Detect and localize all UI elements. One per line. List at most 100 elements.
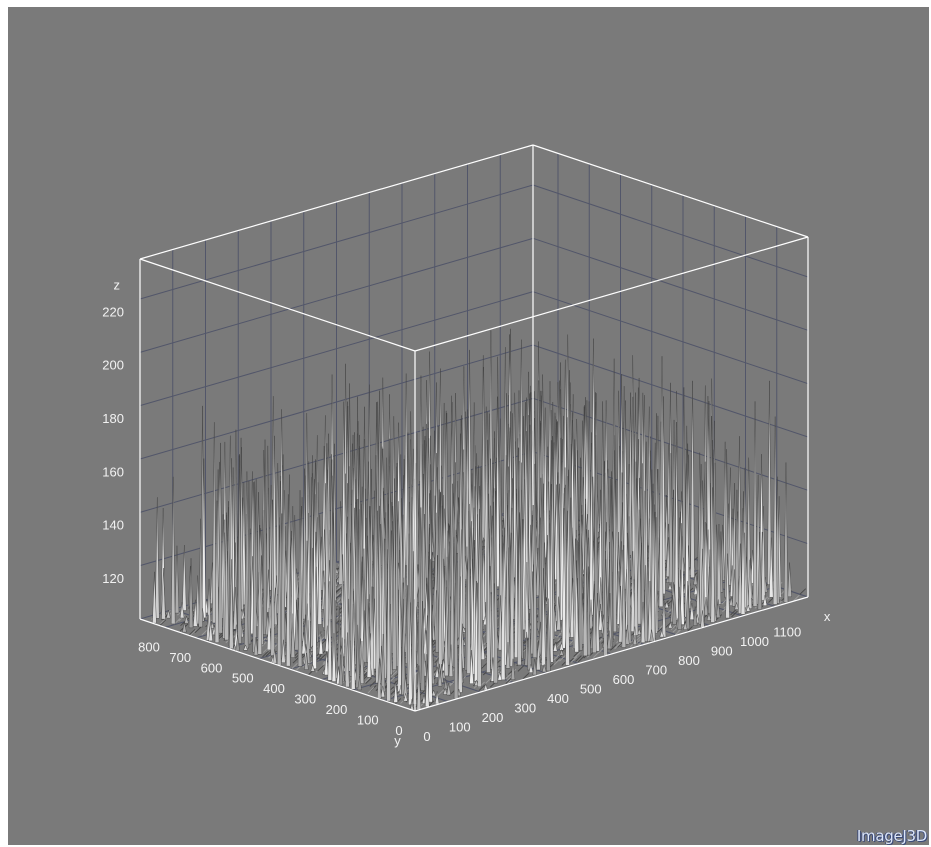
surface-texture	[793, 594, 800, 602]
surface-texture	[577, 655, 585, 663]
surface-spike	[375, 510, 380, 684]
surface-spike	[734, 601, 739, 610]
surface-spike	[305, 620, 311, 664]
surface-texture	[731, 610, 738, 618]
surface-spike	[761, 506, 766, 601]
plot-viewport[interactable]: 0 100 200 300 400 500 600 700 800 900 1000 1100 x 0 10…	[8, 7, 929, 845]
grid-line-back-yz	[532, 237, 809, 331]
surface-spike	[403, 693, 408, 702]
surface-spike	[166, 610, 171, 619]
surface-texture	[517, 665, 525, 672]
surface-spike	[359, 641, 365, 684]
surface-spike	[680, 536, 685, 625]
surface-texture	[674, 628, 682, 636]
surface-spike	[517, 512, 522, 666]
x-tick-label: 600	[613, 672, 635, 687]
surface-spike	[224, 512, 229, 641]
surface-texture	[593, 651, 600, 658]
surface-spike	[458, 576, 463, 693]
surface-spike	[498, 595, 503, 651]
surface-spike	[559, 649, 564, 656]
surface-spike	[366, 626, 372, 678]
surface-spike	[338, 501, 343, 585]
surface-spike	[310, 664, 315, 672]
surface-spike	[380, 685, 386, 698]
surface-spike	[182, 544, 187, 611]
surface-spike	[420, 601, 425, 691]
surface-spike	[286, 494, 291, 667]
surface-texture	[437, 689, 445, 696]
grid-line-back-yz	[532, 184, 809, 278]
surface-spike	[444, 586, 449, 677]
box-edge	[139, 618, 416, 712]
surface-spike	[710, 487, 715, 623]
surface-spike	[495, 396, 500, 587]
surface-spike	[618, 585, 623, 643]
surface-spike	[592, 583, 597, 654]
surface-texture	[555, 641, 563, 649]
surface-spike	[574, 560, 579, 653]
box-frame	[139, 144, 809, 712]
surface-spike	[689, 602, 695, 620]
surface-spike	[664, 600, 670, 609]
surface-spike	[728, 597, 734, 606]
surface-spike	[561, 508, 567, 649]
surface-texture	[292, 657, 300, 664]
surface-spike	[541, 663, 547, 673]
surface-spike	[703, 596, 709, 616]
surface-spike	[382, 538, 388, 679]
surface-spike	[237, 454, 242, 644]
surface-spike	[442, 687, 448, 695]
surface-spike	[659, 629, 665, 638]
surface-spike	[528, 664, 534, 673]
surface-spike	[386, 504, 391, 702]
x-axis-label: x	[824, 609, 831, 624]
surface-spike	[193, 599, 198, 627]
x-tick-label: 1100	[773, 625, 801, 640]
y-axis-label: y	[394, 733, 401, 748]
surface-spike	[757, 531, 763, 610]
surface-spike	[649, 629, 654, 642]
surface-texture	[364, 676, 372, 683]
surface-spike	[541, 568, 546, 666]
surface-spike	[179, 602, 185, 619]
surface-spike	[198, 518, 203, 628]
surface-texture	[291, 662, 299, 670]
surface-texture	[365, 677, 372, 684]
z-tick-label: 140	[102, 518, 124, 533]
surface-spike	[184, 615, 189, 624]
surface-spike	[632, 634, 638, 645]
surface-texture	[505, 677, 513, 684]
surface-spike	[297, 490, 303, 667]
surface-spike	[434, 666, 440, 678]
surface-spike	[690, 380, 695, 578]
surface-spike	[446, 683, 451, 696]
surface-spike	[636, 509, 642, 625]
x-tick-label: 400	[547, 691, 569, 706]
surface-texture	[670, 623, 678, 631]
surface-spike	[327, 581, 333, 681]
surface-spike	[693, 585, 699, 595]
surface-spike	[677, 586, 682, 630]
surface-spike	[301, 632, 306, 655]
z-axis-label: z	[114, 278, 121, 293]
surface-spike	[331, 633, 337, 682]
surface-spike	[595, 593, 600, 652]
surface-texture	[505, 672, 512, 680]
surface-texture	[522, 672, 530, 680]
surface-spike	[787, 562, 792, 598]
surface-texture	[553, 659, 560, 666]
surface-plot-3d[interactable]: 0 100 200 300 400 500 600 700 800 900 1000 1100 x 0 10…	[8, 7, 929, 845]
surface-spike	[233, 587, 238, 630]
surface-spike	[486, 493, 491, 673]
surface-spike	[188, 558, 194, 629]
surface-texture	[262, 650, 269, 658]
z-tick-label: 180	[102, 411, 124, 426]
surface-spike	[161, 568, 166, 620]
surface-texture	[369, 680, 377, 688]
surface-spike	[769, 537, 774, 598]
surface-texture	[559, 655, 566, 662]
surface-spike	[556, 596, 561, 631]
surface-spike	[625, 624, 630, 645]
surface-spike	[740, 508, 746, 615]
